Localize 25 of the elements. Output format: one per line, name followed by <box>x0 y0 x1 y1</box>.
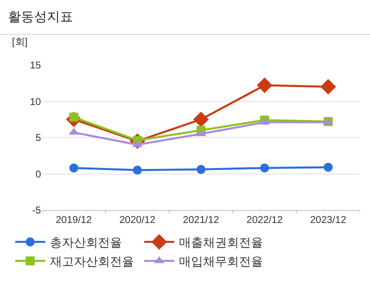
point <box>260 163 270 172</box>
y-axis-title: [회] <box>12 37 28 48</box>
legend-label: 총자산회전율 <box>50 236 122 250</box>
x-tick-label: 2019/12 <box>56 215 92 226</box>
x-tick-label: 2023/12 <box>310 215 347 226</box>
chart-title: 활동성지표 <box>0 0 370 35</box>
y-tick-label: -5 <box>32 206 42 216</box>
point <box>256 78 272 94</box>
legend-label: 매입채무회전율 <box>179 254 264 269</box>
point <box>324 162 333 172</box>
x-tick-label: 2020/12 <box>119 215 156 226</box>
point <box>196 164 206 174</box>
legend-label: 재고자산회전율 <box>50 254 134 269</box>
point <box>320 78 336 95</box>
y-tick-label: 10 <box>30 96 42 108</box>
legend-label: 매출채권회전율 <box>179 236 264 250</box>
point <box>69 163 78 172</box>
x-tick-label: 2022/12 <box>246 215 284 226</box>
y-tick-label: 15 <box>30 60 42 72</box>
point <box>193 112 209 128</box>
y-tick-label: 0 <box>35 169 42 180</box>
point <box>68 128 79 135</box>
point <box>132 166 142 175</box>
x-tick-label: 2021/12 <box>182 215 220 226</box>
y-tick-label: 5 <box>35 133 42 144</box>
